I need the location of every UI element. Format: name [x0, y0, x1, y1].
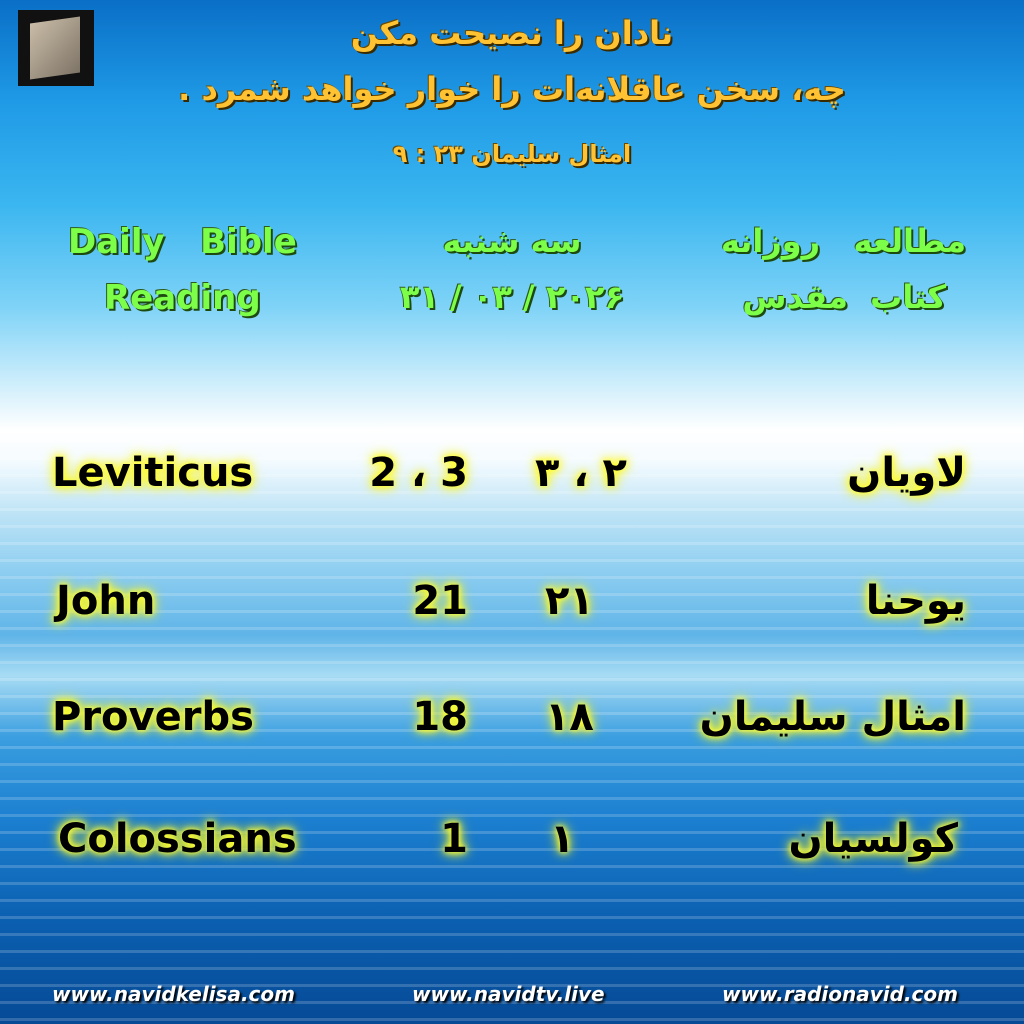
day-of-week: سه شنبه: [442, 222, 582, 260]
persian-chapters: ۲ ، ۳: [535, 450, 627, 496]
persian-book: کولسیان: [788, 816, 958, 862]
english-chapters: 2 ، 3: [369, 450, 468, 496]
verse-line-1: نادان را نصیحت مکن: [350, 14, 674, 52]
persian-book: یوحنا: [865, 578, 966, 624]
footer-link-navidtv[interactable]: www.navidtv.live: [412, 982, 605, 1006]
date: ۲۰۲۶ / ۰۳ / ۳۱: [399, 278, 625, 316]
english-book: Colossians: [58, 816, 297, 862]
english-chapters: 1: [440, 816, 468, 862]
english-chapters: 21: [412, 578, 468, 624]
persian-book: لاویان: [847, 450, 966, 496]
english-book: Leviticus: [52, 450, 254, 496]
persian-chapters: ۱: [550, 816, 575, 862]
title-persian-1: مطالعه روزانه: [720, 222, 966, 260]
english-book: John: [56, 578, 156, 624]
persian-chapters: ۲۱: [545, 578, 594, 624]
logo-icon: [18, 10, 94, 86]
title-persian-2: کتاب مقدس: [742, 278, 946, 316]
persian-book: امثال سلیمان: [699, 694, 966, 740]
verse-reference: امثال سلیمان ۲۳ : ۹: [392, 140, 632, 168]
english-chapters: 18: [412, 694, 468, 740]
persian-chapters: ۱۸: [545, 694, 594, 740]
footer-link-navidkelisa[interactable]: www.navidkelisa.com: [52, 982, 295, 1006]
background-water: [0, 440, 1024, 1024]
english-book: Proverbs: [52, 694, 254, 740]
footer-link-radionavid[interactable]: www.radionavid.com: [722, 982, 958, 1006]
title-english-2: Reading: [104, 278, 261, 318]
title-english-1: Daily Bible: [68, 222, 297, 262]
verse-line-2: چه، سخن عاقلانه‌ات را خوار خواهد شمرد .: [178, 70, 846, 108]
